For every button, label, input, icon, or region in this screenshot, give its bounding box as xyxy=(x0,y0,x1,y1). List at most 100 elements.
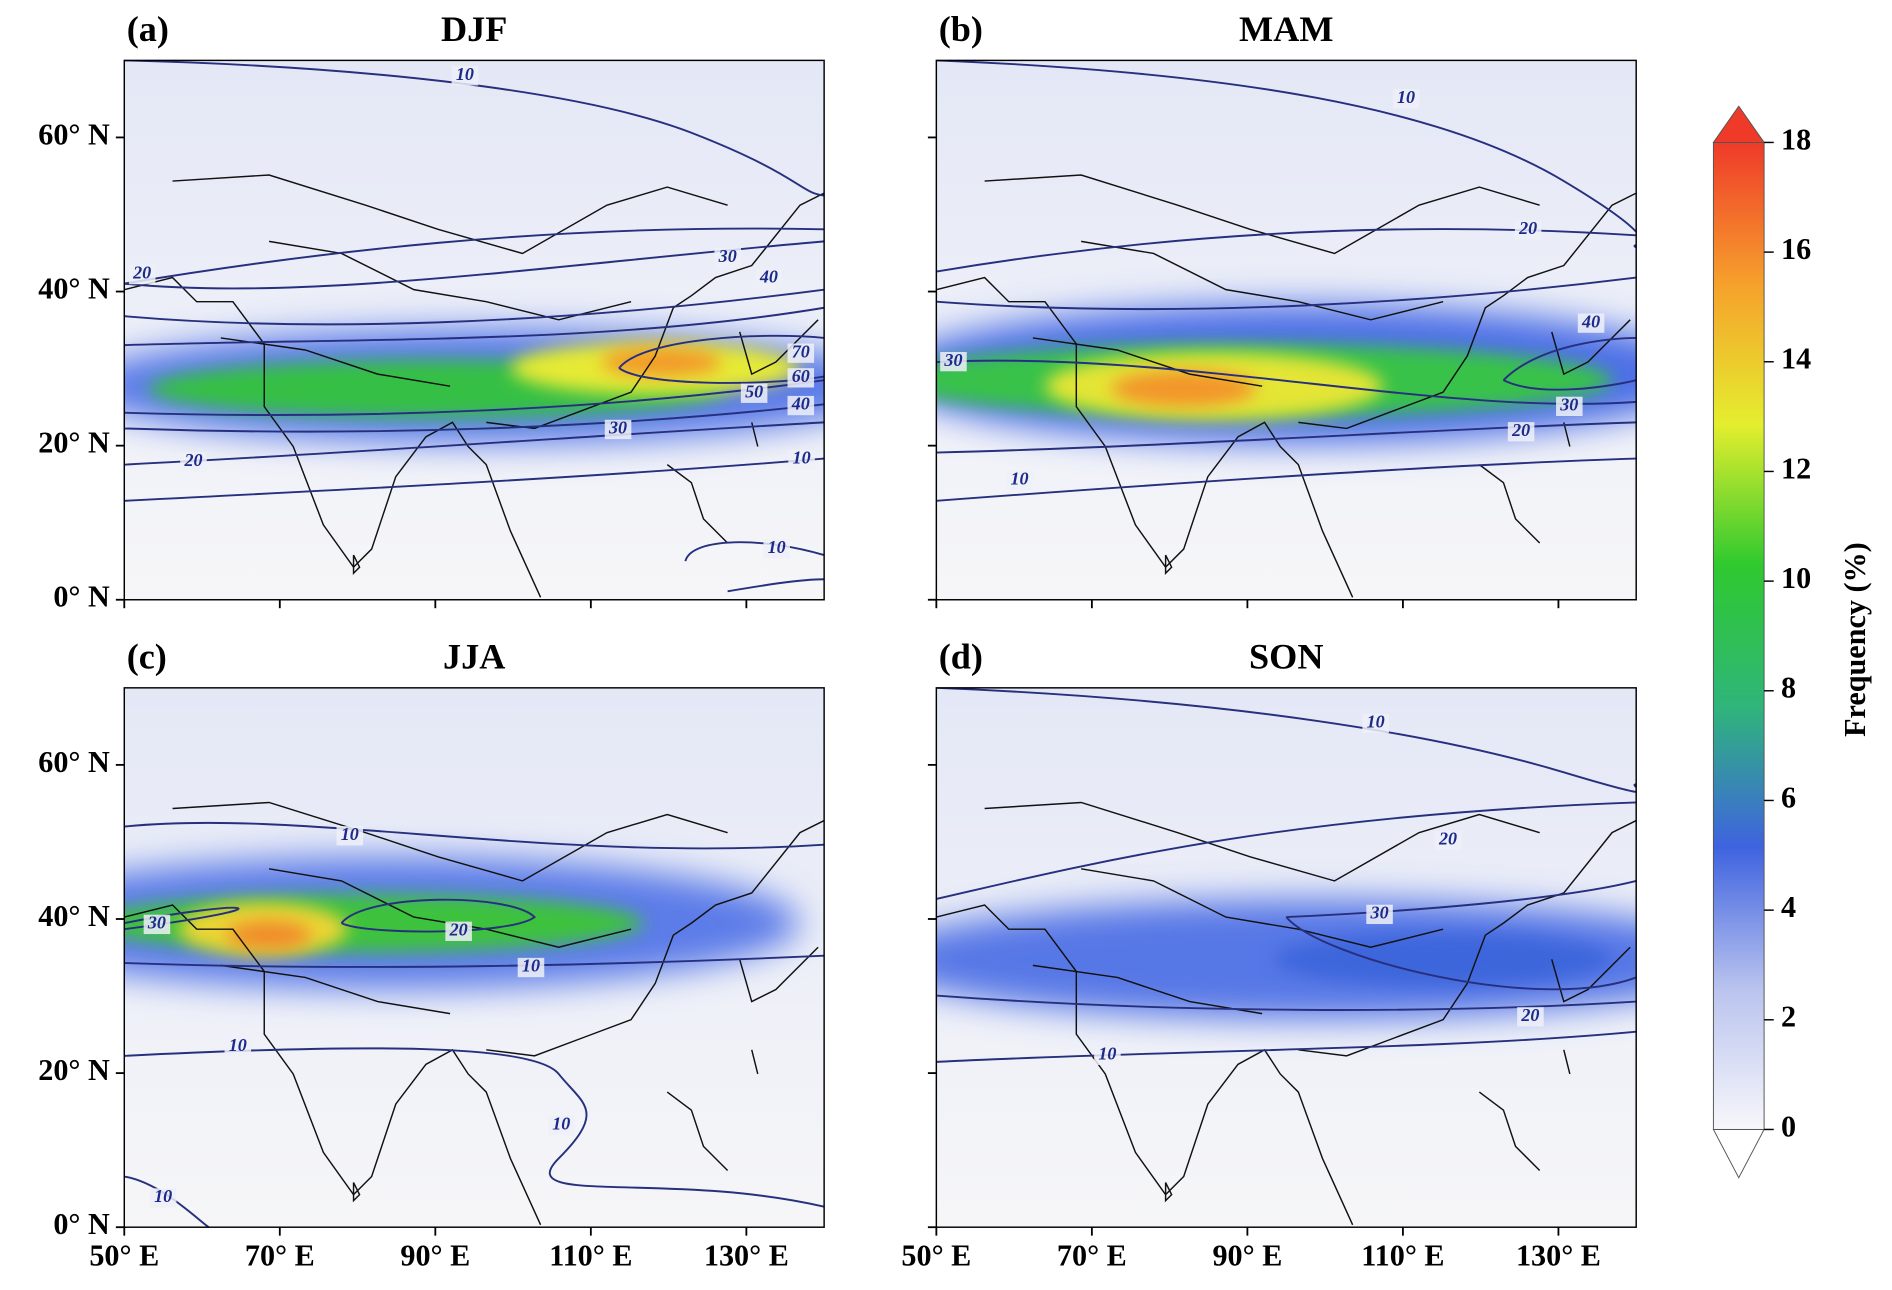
contour-label-bg xyxy=(128,264,156,285)
panel-label: (b) xyxy=(939,9,983,49)
contour-label-bg xyxy=(180,452,207,472)
contour-label: 40 xyxy=(791,394,810,414)
contour-label: 20 xyxy=(1520,1005,1539,1025)
contour-label: 30 xyxy=(943,350,962,370)
panel-d: (d) SON 10 20 30 20 10 50° E 70° E 90° E 110° E 130… xyxy=(901,637,1637,1272)
contour-label-bg xyxy=(1094,1045,1121,1066)
contour-label-bg xyxy=(940,352,967,372)
colorbar-tick-label: 6 xyxy=(1781,780,1796,814)
contour-label-bg xyxy=(224,1037,252,1057)
contour-label-bg xyxy=(548,1115,575,1136)
contour-label: 10 xyxy=(1098,1044,1116,1064)
colorbar-tick-label: 18 xyxy=(1781,122,1811,156)
y-tick-label: 0° N xyxy=(53,580,110,614)
contour-label: 20 xyxy=(183,450,202,470)
contour-label-bg xyxy=(451,66,479,86)
colorbar-tick-label: 14 xyxy=(1781,342,1811,376)
contour-label-bg xyxy=(1517,1007,1544,1027)
colorbar: Frequency (%) 0 2 4 6 8 10 12 14 16 18 xyxy=(1712,105,1872,1179)
contour-label-bg xyxy=(714,247,741,268)
x-tick-label: 70° E xyxy=(1057,1238,1127,1272)
contour-label-bg xyxy=(787,395,815,416)
colorbar-tick-label: 10 xyxy=(1781,561,1811,595)
x-tick-label: 90° E xyxy=(400,1238,470,1272)
y-tick-label: 40° N xyxy=(38,899,110,933)
panel-c: (c) JJA 10 30 20 10 10 10 10 50° E 70° E 90° E 110° … xyxy=(38,637,825,1272)
colorbar-tick-label: 12 xyxy=(1781,451,1811,485)
contour-label-bg xyxy=(787,368,815,388)
contour-label-bg xyxy=(755,268,783,289)
contour-label: 10 xyxy=(229,1035,247,1055)
y-tick-label: 0° N xyxy=(53,1207,110,1241)
contour-label: 10 xyxy=(154,1186,172,1206)
contour-label-bg xyxy=(604,419,632,440)
x-tick-label: 70° E xyxy=(245,1238,315,1272)
y-tick-label: 60° N xyxy=(38,745,110,779)
contour-label: 10 xyxy=(552,1114,570,1134)
contour-label: 70 xyxy=(792,341,810,361)
contour-label-bg xyxy=(1514,220,1542,240)
contour-label: 20 xyxy=(1438,829,1457,849)
panel-b: (b) MAM 10 20 40 30 30 20 10 xyxy=(927,9,1637,609)
contour-label: 30 xyxy=(1559,395,1578,415)
contour-label: 10 xyxy=(768,537,786,557)
x-tick-label: 130° E xyxy=(704,1238,789,1272)
y-tick-label: 20° N xyxy=(38,1053,110,1087)
contour-label-bg xyxy=(787,343,815,363)
panel-a: (a) DJF 10 30 20 40 70 60 50 40 30 20 10 10 0° N 20° N 4… xyxy=(38,9,825,614)
contour-label: 20 xyxy=(449,919,468,939)
contour-label-bg xyxy=(149,1188,177,1208)
contour-label: 20 xyxy=(1518,218,1537,238)
panel-label: (c) xyxy=(127,637,167,677)
contour-label: 10 xyxy=(793,448,811,468)
colorbar-tick-label: 16 xyxy=(1781,232,1811,266)
x-tick-label: 110° E xyxy=(1361,1238,1444,1272)
contour-label: 10 xyxy=(522,956,540,976)
contour-label: 10 xyxy=(341,824,359,844)
contour-label: 40 xyxy=(1581,311,1600,331)
contour-label-bg xyxy=(1366,904,1393,925)
contour-label-bg xyxy=(788,449,815,470)
panel-title: JJA xyxy=(443,637,505,677)
y-tick-label: 20° N xyxy=(38,426,110,460)
y-tick-label: 60° N xyxy=(38,117,110,151)
contour-label-bg xyxy=(740,383,768,403)
contour-label: 10 xyxy=(1397,87,1415,107)
contour-label-bg xyxy=(1362,713,1389,733)
contour-label-bg xyxy=(1006,470,1033,490)
contour-label-bg xyxy=(1392,89,1420,109)
contour-label: 30 xyxy=(718,246,737,266)
contour-label-bg xyxy=(143,914,171,935)
panel-title: SON xyxy=(1249,637,1323,677)
contour-label: 30 xyxy=(608,418,627,438)
colorbar-tick-label: 2 xyxy=(1781,1000,1796,1034)
x-tick-label: 130° E xyxy=(1516,1238,1601,1272)
contour-label-bg xyxy=(1577,313,1605,333)
contour-label: 20 xyxy=(1511,420,1530,440)
y-tick-label: 40° N xyxy=(38,271,110,305)
contour-label: 40 xyxy=(759,267,778,287)
contour-label-bg xyxy=(1507,422,1535,442)
colorbar-tick-label: 4 xyxy=(1781,890,1796,924)
contour-label-bg xyxy=(517,957,545,978)
contour-label: 50 xyxy=(745,381,763,401)
contour-label-bg xyxy=(445,921,472,941)
colorbar-tick-label: 8 xyxy=(1781,671,1796,705)
contour-label: 30 xyxy=(147,913,166,933)
colorbar-label: Frequency (%) xyxy=(1838,542,1872,737)
panel-label: (d) xyxy=(939,637,983,677)
contour-label: 10 xyxy=(1367,711,1385,731)
contour-label: 10 xyxy=(456,64,474,84)
panel-title: DJF xyxy=(441,9,507,49)
contour-label: 60 xyxy=(792,366,810,386)
contour-label: 20 xyxy=(132,263,151,283)
panel-title: MAM xyxy=(1239,9,1333,49)
contour-label-bg xyxy=(336,826,364,846)
x-tick-label: 50° E xyxy=(901,1238,971,1272)
x-tick-label: 110° E xyxy=(549,1238,632,1272)
contour-label: 10 xyxy=(1011,468,1029,488)
contour-label-bg xyxy=(1556,396,1583,417)
contour-label-bg xyxy=(763,539,790,559)
panel-label: (a) xyxy=(127,9,169,49)
